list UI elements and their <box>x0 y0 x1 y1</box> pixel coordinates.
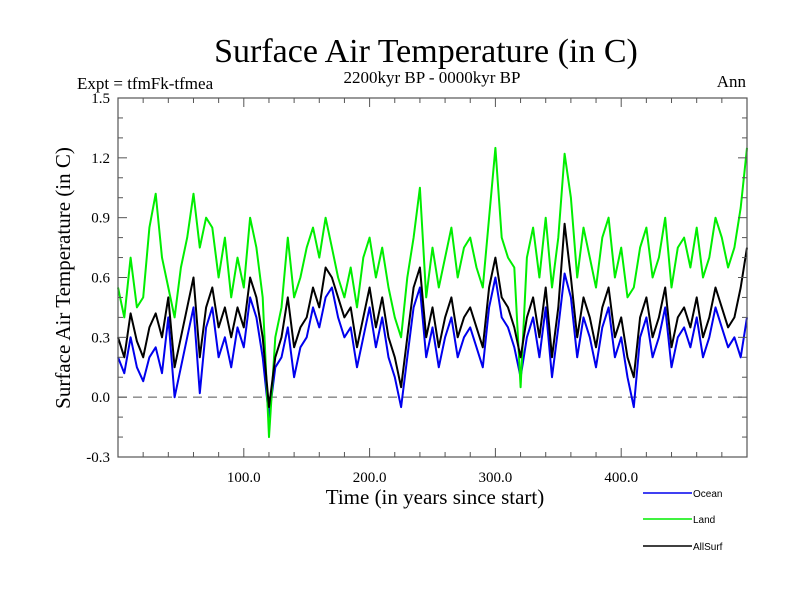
chart-subtitle: 2200kyr BP - 0000kyr BP <box>344 68 521 87</box>
series-line-ocean <box>117 272 748 419</box>
legend-label-allsurf: AllSurf <box>693 542 723 553</box>
legend: Ocean Land AllSurf <box>643 489 723 553</box>
legend-label-ocean: Ocean <box>693 489 722 500</box>
x-axis-label: Time (in years since start) <box>326 485 545 509</box>
y-tick-label: 1.5 <box>91 91 110 107</box>
season-annotation: Ann <box>717 72 747 91</box>
experiment-annotation: Expt = tfmFk-tfmea <box>77 74 214 93</box>
series-line-land <box>117 146 748 439</box>
y-tick-label: 1.2 <box>91 151 110 167</box>
y-tick-label: 0.0 <box>91 390 110 406</box>
x-tick-label: 400.0 <box>604 470 638 486</box>
y-axis-label: Surface Air Temperature (in C) <box>51 147 75 409</box>
y-tick-label: -0.3 <box>86 450 110 466</box>
y-tick-label: 0.6 <box>91 271 110 287</box>
y-tick-label: 0.9 <box>91 211 110 227</box>
x-tick-label: 100.0 <box>227 470 261 486</box>
x-tick-label: 300.0 <box>479 470 513 486</box>
series-line-allsurf <box>117 222 748 409</box>
y-tick-label: 0.3 <box>91 330 110 346</box>
legend-label-land: Land <box>693 515 715 526</box>
x-tick-label: 200.0 <box>353 470 387 486</box>
chart-title: Surface Air Temperature (in C) <box>214 33 638 70</box>
